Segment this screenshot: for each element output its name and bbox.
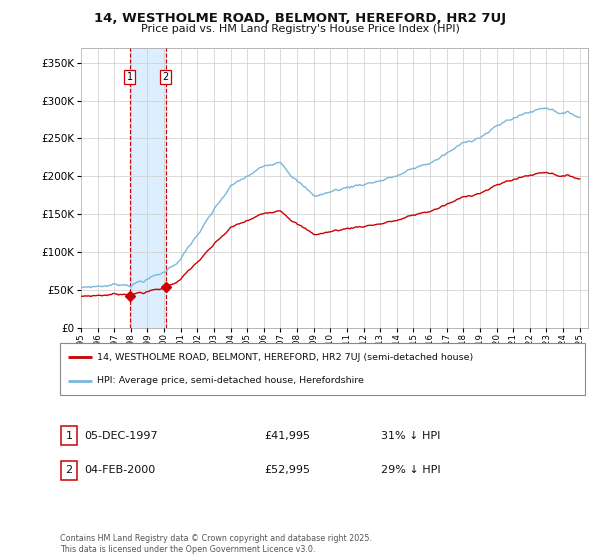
Text: Contains HM Land Registry data © Crown copyright and database right 2025.
This d: Contains HM Land Registry data © Crown c… xyxy=(60,534,372,554)
Text: 14, WESTHOLME ROAD, BELMONT, HEREFORD, HR2 7UJ (semi-detached house): 14, WESTHOLME ROAD, BELMONT, HEREFORD, H… xyxy=(97,353,473,362)
Text: 2: 2 xyxy=(163,72,169,82)
Text: £52,995: £52,995 xyxy=(264,465,310,475)
Text: 2: 2 xyxy=(65,465,73,475)
Text: 14, WESTHOLME ROAD, BELMONT, HEREFORD, HR2 7UJ: 14, WESTHOLME ROAD, BELMONT, HEREFORD, H… xyxy=(94,12,506,25)
Text: 1: 1 xyxy=(127,72,133,82)
Text: 05-DEC-1997: 05-DEC-1997 xyxy=(84,431,158,441)
Text: HPI: Average price, semi-detached house, Herefordshire: HPI: Average price, semi-detached house,… xyxy=(97,376,364,385)
Text: 1: 1 xyxy=(65,431,73,441)
Text: 29% ↓ HPI: 29% ↓ HPI xyxy=(381,465,440,475)
Bar xyxy=(130,48,166,328)
Text: Price paid vs. HM Land Registry's House Price Index (HPI): Price paid vs. HM Land Registry's House … xyxy=(140,24,460,34)
Text: 31% ↓ HPI: 31% ↓ HPI xyxy=(381,431,440,441)
FancyBboxPatch shape xyxy=(61,426,77,445)
FancyBboxPatch shape xyxy=(61,461,77,480)
FancyBboxPatch shape xyxy=(60,343,585,395)
Text: 04-FEB-2000: 04-FEB-2000 xyxy=(84,465,155,475)
Text: £41,995: £41,995 xyxy=(264,431,310,441)
